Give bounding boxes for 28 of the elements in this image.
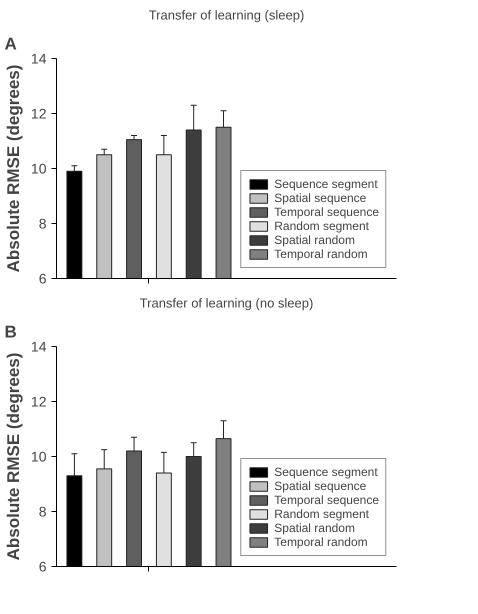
chart-title: Transfer of learning (no sleep) xyxy=(140,296,314,310)
legend-label: Random segment xyxy=(274,219,369,233)
y-tick-label: 10 xyxy=(30,448,47,464)
y-tick-label: 14 xyxy=(30,50,47,66)
legend-label: Spatial sequence xyxy=(274,479,366,493)
y-tick-label: 6 xyxy=(38,558,47,574)
legend-label: Sequence segment xyxy=(274,465,378,479)
y-tick-label: 6 xyxy=(38,270,47,286)
y-tick-label: 12 xyxy=(30,394,47,410)
text: B xyxy=(4,322,17,342)
text: A xyxy=(4,34,17,54)
legend-label: Sequence segment xyxy=(274,177,378,191)
legend-label: Temporal random xyxy=(274,535,368,549)
legend-label: Spatial random xyxy=(274,521,355,535)
legend-label: Random segment xyxy=(274,507,369,521)
y-tick-label: 8 xyxy=(38,216,47,232)
y-tick-label: 8 xyxy=(38,504,47,520)
legend-label: Temporal random xyxy=(274,247,368,261)
y-tick-label: 12 xyxy=(30,106,47,122)
legend-label: Temporal sequence xyxy=(274,205,379,219)
y-axis-title: Absolute RMSE (degrees) xyxy=(4,352,23,560)
y-tick-label: 14 xyxy=(30,338,47,354)
legend-label: Spatial random xyxy=(274,233,355,247)
y-axis-title: Absolute RMSE (degrees) xyxy=(4,64,23,272)
y-tick-label: 10 xyxy=(30,160,47,176)
chart-title: Transfer of learning (sleep) xyxy=(148,8,304,22)
legend-label: Temporal sequence xyxy=(274,493,379,507)
legend-label: Spatial sequence xyxy=(274,191,366,205)
